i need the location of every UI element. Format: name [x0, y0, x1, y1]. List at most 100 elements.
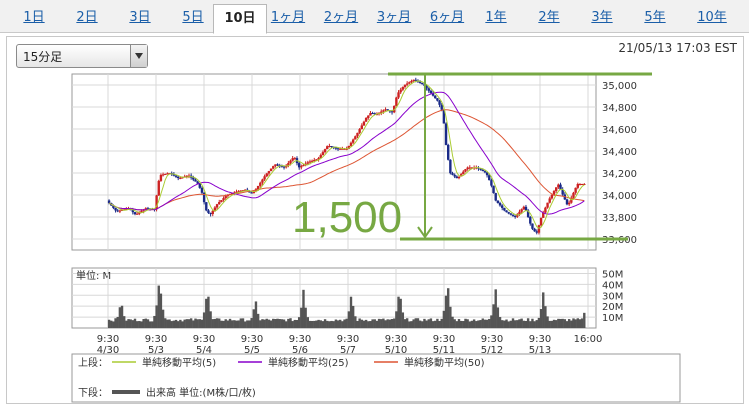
volume-bar: [295, 320, 299, 328]
volume-bar: [114, 318, 117, 328]
volume-bar: [563, 319, 567, 328]
candle-body: [403, 84, 407, 88]
volume-bar: [323, 319, 327, 328]
volume-bar: [544, 306, 547, 328]
candle-body: [313, 160, 316, 162]
volume-bar: [308, 320, 312, 328]
volume-bar: [535, 320, 538, 328]
x-tick-date: 5/6: [292, 345, 308, 356]
chevron-down-icon[interactable]: [130, 45, 147, 67]
tab-6[interactable]: 1ヶ月: [270, 10, 306, 25]
tab-12[interactable]: 3年: [591, 10, 613, 25]
candle-body: [481, 169, 484, 172]
candle-body: [358, 129, 361, 133]
ma5-line: [108, 80, 585, 229]
candle-body: [215, 204, 219, 208]
volume-tick-label: 10M: [602, 313, 623, 324]
tab-10[interactable]: 1年: [485, 10, 507, 25]
candle-body: [289, 160, 292, 164]
volume-bar: [347, 311, 351, 328]
tab-2[interactable]: 2日: [76, 10, 98, 25]
volume-unit-label: 単位: M: [76, 269, 111, 282]
candle-body: [498, 202, 502, 206]
volume-bar: [377, 318, 381, 328]
volume-tick-label: 50M: [602, 269, 623, 280]
candle-body: [205, 202, 208, 211]
tab-5[interactable]: 10日: [213, 4, 267, 34]
candle-body: [509, 213, 513, 215]
tab-7[interactable]: 2ヶ月: [323, 10, 359, 25]
volume-bar: [451, 316, 454, 328]
volume-bar: [179, 319, 182, 328]
volume-bar: [222, 320, 225, 328]
candle-body: [531, 223, 534, 229]
volume-bar: [118, 307, 122, 328]
x-tick-date: 5/12: [481, 345, 503, 356]
volume-bar: [254, 301, 258, 328]
tab-13[interactable]: 5年: [644, 10, 666, 25]
volume-bar: [401, 312, 405, 328]
volume-bar: [302, 289, 305, 328]
tab-4[interactable]: 5日: [182, 10, 204, 25]
candle-body: [172, 174, 176, 176]
candle-body: [546, 202, 549, 208]
volume-bar: [498, 317, 502, 328]
candle-body: [107, 200, 111, 203]
candle-body: [401, 87, 405, 90]
tab-8[interactable]: 3ヶ月: [376, 10, 412, 25]
volume-bar: [291, 321, 294, 328]
volume-bar: [269, 320, 273, 328]
candle-body: [565, 199, 569, 205]
volume-bar: [261, 319, 264, 328]
x-tick-time: 9:30: [145, 334, 167, 345]
volume-bar: [250, 318, 253, 328]
volume-bar: [412, 319, 415, 328]
volume-bar: [462, 321, 465, 328]
candle-body: [410, 81, 413, 83]
volume-bar: [395, 311, 398, 328]
period-select[interactable]: 15分足: [16, 44, 148, 68]
volume-bar: [135, 321, 139, 328]
candle-body: [524, 206, 528, 211]
candle-body: [349, 142, 353, 146]
volume-bar: [468, 321, 471, 328]
volume-bar: [177, 321, 180, 328]
volume-bar: [345, 318, 348, 328]
candle-body: [583, 184, 586, 185]
x-tick-date: 5/10: [385, 345, 407, 356]
tab-11[interactable]: 2年: [538, 10, 560, 25]
candle-body: [323, 149, 327, 153]
candle-body: [395, 97, 398, 106]
x-tick-time: 9:30: [193, 334, 215, 345]
price-tick-label: 34,800: [602, 103, 637, 114]
tab-9[interactable]: 6ヶ月: [429, 10, 465, 25]
tab-1[interactable]: 1日: [23, 10, 45, 25]
candle-body: [397, 92, 400, 98]
volume-bar: [518, 319, 521, 328]
volume-bar: [418, 320, 422, 328]
candle-body: [390, 111, 394, 113]
volume-bar: [440, 318, 443, 328]
candle-body: [164, 173, 167, 175]
x-tick-time: 16:00: [574, 334, 603, 345]
tab-14[interactable]: 10年: [697, 10, 727, 25]
volume-bar: [524, 320, 528, 328]
volume-bar: [455, 321, 459, 328]
candle-body: [559, 184, 562, 190]
volume-bar: [405, 318, 409, 328]
volume-bar: [140, 321, 143, 328]
candle-body: [455, 176, 459, 179]
volume-bar: [243, 321, 247, 328]
candle-body: [261, 179, 264, 183]
volume-bar: [315, 320, 318, 328]
x-tick-time: 9:30: [385, 334, 407, 345]
volume-bar: [172, 320, 176, 328]
volume-bar: [507, 321, 510, 328]
tab-3[interactable]: 3日: [129, 10, 151, 25]
candle-body: [155, 195, 158, 210]
volume-bar: [429, 318, 433, 328]
candle-body: [293, 158, 297, 160]
volume-bar: [373, 319, 376, 328]
candle-body: [451, 173, 454, 175]
volume-bar: [354, 316, 357, 328]
